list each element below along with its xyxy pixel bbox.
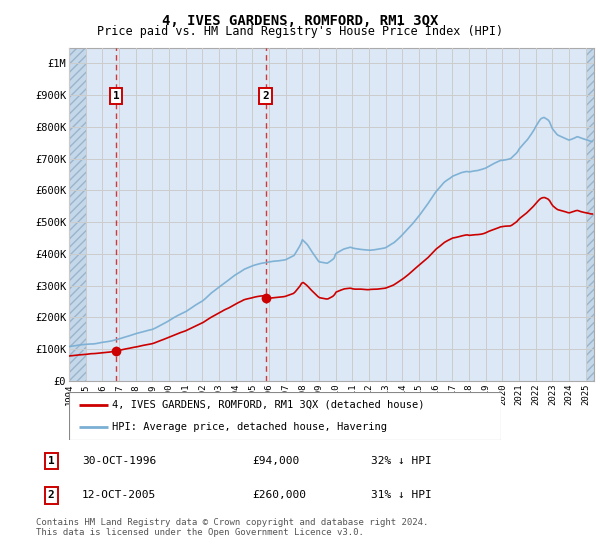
Text: 4, IVES GARDENS, ROMFORD, RM1 3QX: 4, IVES GARDENS, ROMFORD, RM1 3QX — [162, 14, 438, 28]
Text: 1: 1 — [48, 456, 55, 466]
Text: 12-OCT-2005: 12-OCT-2005 — [82, 491, 156, 501]
Text: HPI: Average price, detached house, Havering: HPI: Average price, detached house, Have… — [112, 422, 387, 432]
FancyBboxPatch shape — [69, 392, 501, 440]
Text: Contains HM Land Registry data © Crown copyright and database right 2024.
This d: Contains HM Land Registry data © Crown c… — [36, 518, 428, 538]
Text: 2: 2 — [262, 91, 269, 101]
Text: £260,000: £260,000 — [252, 491, 306, 501]
Bar — [586, 48, 594, 381]
Text: Price paid vs. HM Land Registry's House Price Index (HPI): Price paid vs. HM Land Registry's House … — [97, 25, 503, 38]
Text: £94,000: £94,000 — [252, 456, 299, 466]
Text: 1: 1 — [113, 91, 119, 101]
Text: 4, IVES GARDENS, ROMFORD, RM1 3QX (detached house): 4, IVES GARDENS, ROMFORD, RM1 3QX (detac… — [112, 400, 425, 410]
Text: 32% ↓ HPI: 32% ↓ HPI — [371, 456, 431, 466]
Text: 2: 2 — [48, 491, 55, 501]
Bar — [69, 48, 86, 381]
Text: 30-OCT-1996: 30-OCT-1996 — [82, 456, 156, 466]
Text: 31% ↓ HPI: 31% ↓ HPI — [371, 491, 431, 501]
